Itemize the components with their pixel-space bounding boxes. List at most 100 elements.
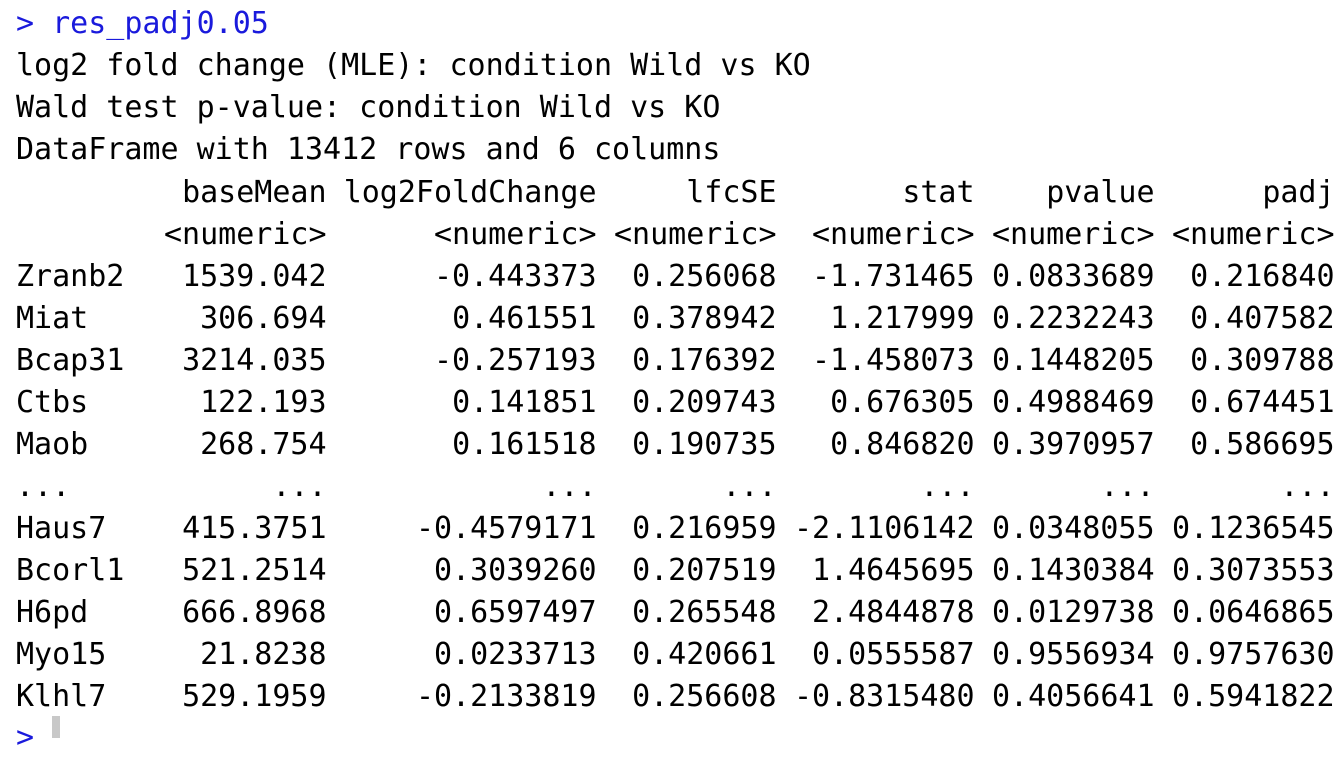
- text-cursor[interactable]: [52, 716, 60, 738]
- table-cell: ...: [272, 469, 327, 504]
- table-cell: -1.731465: [812, 259, 975, 294]
- column-type: <numeric>: [614, 217, 777, 252]
- table-row: Bcap31 3214.035 -0.257193 0.176392 -1.458073…: [16, 340, 1335, 382]
- table-cell: ...: [542, 469, 597, 504]
- table-row: Maob 268.754 0.161518 0.190735 0.846820 0.397…: [16, 424, 1335, 466]
- table-cell: 0.0646865: [1172, 595, 1335, 630]
- row-name-cell: ...: [16, 469, 71, 504]
- table-cell: 0.265548: [632, 595, 777, 630]
- table-cell: -0.443373: [434, 259, 597, 294]
- table-cell: 0.256068: [632, 259, 777, 294]
- column-type: <numeric>: [164, 217, 327, 252]
- table-cell: 0.1448205: [992, 343, 1155, 378]
- input-prompt: >: [16, 720, 35, 755]
- table-cell: 666.8968: [182, 595, 327, 630]
- table-cell: -0.2133819: [415, 679, 597, 714]
- table-row: .....................: [16, 466, 1335, 508]
- table-cell: 122.193: [200, 385, 327, 420]
- column-type: <numeric>: [1172, 217, 1335, 252]
- table-cell: ...: [1280, 469, 1335, 504]
- table-cell: 0.309788: [1190, 343, 1335, 378]
- row-name-cell: Myo15: [16, 637, 107, 672]
- table-cell: 0.176392: [632, 343, 777, 378]
- table-cell: 1.217999: [830, 301, 975, 336]
- table-cell: 0.1236545: [1172, 511, 1335, 546]
- column-header: pvalue: [1046, 175, 1155, 210]
- table-row: Klhl7 529.1959 -0.2133819 0.256608 -0.831548…: [16, 676, 1335, 718]
- column-type: <numeric>: [812, 217, 975, 252]
- table-cell: 0.586695: [1190, 427, 1335, 462]
- table-cell: 0.0129738: [992, 595, 1155, 630]
- table-row: Zranb2 1539.042 -0.443373 0.256068 -1.731465…: [16, 256, 1335, 298]
- table-cell: 0.2232243: [992, 301, 1155, 336]
- table-cell: -0.257193: [434, 343, 597, 378]
- column-header: padj: [1262, 175, 1335, 210]
- table-row: Bcorl1 521.2514 0.3039260 0.207519 1.4645695…: [16, 550, 1335, 592]
- row-name-cell: Miat: [16, 301, 89, 336]
- table-cell: ...: [1100, 469, 1155, 504]
- command-line: > res_padj0.05: [16, 4, 269, 44]
- table-cell: ...: [920, 469, 975, 504]
- table-cell: 0.256608: [632, 679, 777, 714]
- row-name-cell: Zranb2: [16, 259, 125, 294]
- table-cell: 0.846820: [830, 427, 975, 462]
- table-cell: -2.1106142: [793, 511, 975, 546]
- table-cell: 0.0833689: [992, 259, 1155, 294]
- table-cell: 529.1959: [182, 679, 327, 714]
- table-cell: 0.1430384: [992, 553, 1155, 588]
- output-header-line: log2 fold change (MLE): condition Wild v…: [16, 48, 811, 83]
- table-row: Haus7 415.3751 -0.4579171 0.216959 -2.110614…: [16, 508, 1335, 550]
- table-cell: 0.407582: [1190, 301, 1335, 336]
- row-name-cell: Bcap31: [16, 343, 125, 378]
- column-type-row: <numeric> <numeric> <numeric> <numeric> …: [16, 214, 1335, 256]
- table-row: Ctbs 122.193 0.141851 0.209743 0.676305 0.498…: [16, 382, 1335, 424]
- table-cell: 0.4056641: [992, 679, 1155, 714]
- dataframe-body: Zranb2 1539.042 -0.443373 0.256068 -1.731465…: [16, 256, 1335, 718]
- row-name-cell: Haus7: [16, 511, 107, 546]
- table-cell: 2.4844878: [812, 595, 975, 630]
- table-cell: 268.754: [200, 427, 327, 462]
- table-cell: 0.5941822: [1172, 679, 1335, 714]
- table-cell: 0.9757630: [1172, 637, 1335, 672]
- row-name-cell: Maob: [16, 427, 89, 462]
- table-row: Miat 306.694 0.461551 0.378942 1.217999 0.223…: [16, 298, 1335, 340]
- column-type: <numeric>: [434, 217, 597, 252]
- row-name-header: [16, 172, 164, 214]
- column-header: log2FoldChange: [343, 175, 597, 210]
- table-cell: 0.141851: [452, 385, 597, 420]
- command-text: res_padj0.05: [52, 6, 269, 41]
- table-cell: -0.4579171: [415, 511, 597, 546]
- column-type: <numeric>: [992, 217, 1155, 252]
- table-cell: 0.6597497: [434, 595, 597, 630]
- table-cell: 306.694: [200, 301, 327, 336]
- table-row: H6pd 666.8968 0.6597497 0.265548 2.4844878 0.…: [16, 592, 1335, 634]
- table-cell: 0.3039260: [434, 553, 597, 588]
- table-cell: ...: [722, 469, 777, 504]
- table-cell: 0.378942: [632, 301, 777, 336]
- table-cell: 1.4645695: [812, 553, 975, 588]
- output-header-line: DataFrame with 13412 rows and 6 columns: [16, 132, 721, 167]
- table-cell: 0.4988469: [992, 385, 1155, 420]
- table-cell: 0.420661: [632, 637, 777, 672]
- column-header: stat: [902, 175, 975, 210]
- table-cell: 0.0555587: [812, 637, 975, 672]
- table-cell: -0.8315480: [793, 679, 975, 714]
- row-name-cell: Bcorl1: [16, 553, 125, 588]
- table-cell: 0.216840: [1190, 259, 1335, 294]
- column-header-row: baseMean log2FoldChange lfcSE stat pvalu…: [16, 172, 1335, 214]
- table-row: Myo15 21.8238 0.0233713 0.420661 0.0555587 0.…: [16, 634, 1335, 676]
- table-cell: 0.0348055: [992, 511, 1155, 546]
- output-header-line: Wald test p-value: condition Wild vs KO: [16, 90, 721, 125]
- table-cell: 0.209743: [632, 385, 777, 420]
- dataframe-output: baseMean log2FoldChange lfcSE stat pvalu…: [16, 172, 1335, 718]
- table-cell: 0.216959: [632, 511, 777, 546]
- table-cell: 0.0233713: [434, 637, 597, 672]
- table-cell: 0.674451: [1190, 385, 1335, 420]
- row-name-cell: Ctbs: [16, 385, 89, 420]
- table-cell: 0.190735: [632, 427, 777, 462]
- row-name-type: [16, 214, 164, 256]
- table-cell: 0.3970957: [992, 427, 1155, 462]
- table-cell: 1539.042: [182, 259, 327, 294]
- table-cell: 521.2514: [182, 553, 327, 588]
